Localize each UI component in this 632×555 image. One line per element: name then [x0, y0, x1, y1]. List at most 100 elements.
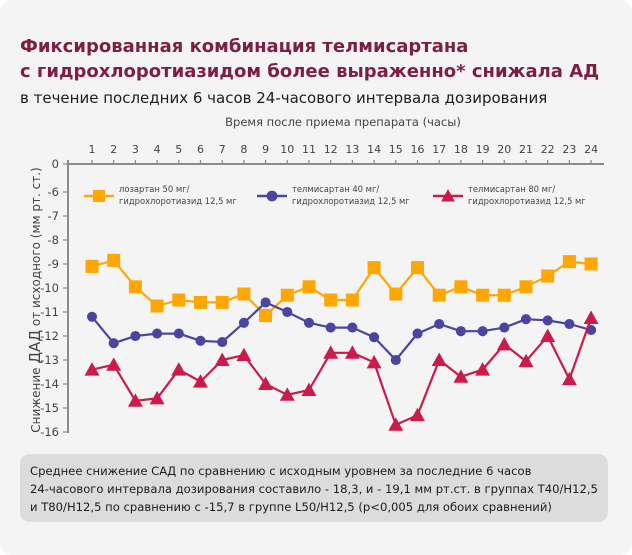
data-point — [149, 390, 165, 405]
data-point — [193, 374, 208, 388]
x-tick-label: 6 — [197, 143, 204, 156]
data-point — [238, 317, 249, 328]
y-axis-title-prefix: Снижение — [29, 364, 43, 433]
data-point — [518, 353, 534, 368]
data-point — [388, 417, 404, 431]
y-tick-label: -9 — [48, 257, 59, 271]
data-point — [455, 326, 466, 337]
x-axis-title: Время после приема препарата (часы) — [225, 115, 461, 129]
title-line-2: с гидрохлоротиазидом более выраженно* сн… — [20, 61, 600, 82]
data-point — [390, 354, 401, 366]
x-tick-label: 12 — [324, 143, 338, 156]
x-tick-label: 2 — [110, 143, 117, 156]
y-tick-label: -11 — [40, 305, 59, 319]
data-point — [410, 407, 425, 422]
data-point — [215, 295, 229, 309]
data-point — [280, 288, 294, 302]
data-point — [453, 369, 469, 383]
data-point — [584, 257, 598, 271]
data-point — [85, 259, 99, 273]
data-point — [454, 280, 468, 294]
y-tick-label: -12 — [40, 329, 59, 343]
y-tick-label: -15 — [40, 401, 59, 415]
summary-note: Среднее снижение САД по сравнению с исхо… — [20, 454, 608, 522]
legend: лозартан 50 мг/гидрохлоротиазид 12,5 мгт… — [84, 184, 586, 206]
x-tick-label: 24 — [584, 143, 598, 156]
data-point — [152, 328, 163, 339]
data-point — [541, 269, 555, 283]
series-circle — [86, 297, 597, 366]
note-line-3: и Т80/Н12,5 по сравнению с -15,7 в групп… — [30, 500, 552, 514]
data-point — [106, 357, 122, 371]
data-point — [282, 306, 293, 318]
x-tick-label: 10 — [280, 143, 294, 156]
note-line-1: Среднее снижение САД по сравнению с исхо… — [30, 464, 532, 478]
data-point — [562, 255, 576, 269]
x-tick-label: 23 — [562, 143, 576, 156]
x-tick-label: 3 — [132, 143, 139, 156]
data-point — [172, 293, 186, 307]
x-tick-label: 20 — [497, 143, 511, 156]
x-tick-label: 17 — [432, 143, 446, 156]
data-point — [301, 382, 317, 396]
legend-label-line1: лозартан 50 мг/ — [119, 184, 190, 194]
data-point — [520, 314, 532, 325]
series-triangle — [84, 310, 599, 431]
legend-label-line2: гидрохлоротиазид 12,5 мг — [292, 196, 410, 206]
data-point — [347, 322, 358, 333]
series-square — [85, 253, 598, 323]
data-point — [302, 280, 316, 294]
data-point — [434, 318, 445, 330]
legend-label-line1: телмисартан 80 мг/ — [468, 184, 555, 194]
data-point — [561, 371, 577, 386]
data-point — [128, 280, 142, 294]
series-line — [91, 301, 592, 362]
y-tick-label: -10 — [40, 281, 59, 295]
x-tick-label: 1 — [89, 143, 96, 156]
data-point — [171, 362, 187, 376]
data-point — [260, 297, 271, 308]
x-tick-label: 21 — [519, 143, 533, 156]
y-axis-title-emph: ДАД — [26, 330, 44, 364]
x-tick-label: 5 — [175, 143, 182, 156]
y-tick-label: -13 — [40, 353, 59, 367]
data-point — [107, 253, 121, 267]
x-tick-label: 18 — [454, 143, 468, 156]
subtitle: в течение последних 6 часов 24-часового … — [20, 89, 548, 107]
x-tick-label: 9 — [262, 143, 269, 156]
data-point — [108, 338, 119, 349]
x-tick-labels: 1 2 3 4 5 6 7 8 9 10 11 12 13 14 15 16 17 18 19 20 21 22 23 24 — [89, 143, 599, 156]
y-axis-title-suffix: от исходного (мм рт. ст.) — [29, 167, 43, 330]
data-point — [130, 330, 141, 342]
legend-item-circle: телмисартан 40 мг/гидрохлоротиазид 12,5 … — [257, 184, 410, 206]
summary-note-text: Среднее снижение САД по сравнению с исхо… — [30, 462, 605, 516]
data-point — [324, 293, 338, 307]
data-point — [279, 387, 295, 401]
data-point — [325, 322, 336, 333]
data-point — [389, 287, 403, 301]
data-point — [84, 362, 100, 376]
legend-label-line1: телмисартан 40 мг/ — [292, 184, 379, 194]
legend-item-triangle: телмисартан 80 мг/гидрохлоротиазид 12,5 … — [433, 184, 586, 206]
axes — [63, 160, 604, 433]
data-point — [86, 311, 98, 322]
x-tick-label: 19 — [476, 143, 490, 156]
x-tick-label: 8 — [240, 143, 247, 156]
data-point — [499, 322, 510, 333]
data-point — [475, 362, 491, 376]
y-axis-title: Снижение ДАД от исходного (мм рт. ст.) — [26, 167, 44, 432]
data-point — [540, 328, 556, 342]
data-point — [431, 352, 447, 366]
legend-label-line2: гидрохлоротиазид 12,5 мг — [119, 196, 237, 206]
data-point — [476, 288, 490, 302]
x-tick-label: 13 — [345, 143, 359, 156]
x-tick-label: 22 — [541, 143, 555, 156]
legend-marker-triangle — [441, 189, 455, 202]
y-tick-label: -6 — [48, 185, 59, 199]
x-tick-label: 4 — [154, 143, 161, 156]
data-point — [542, 315, 553, 326]
legend-marker-circle — [266, 190, 278, 202]
data-point — [258, 376, 274, 390]
data-point — [194, 295, 207, 309]
